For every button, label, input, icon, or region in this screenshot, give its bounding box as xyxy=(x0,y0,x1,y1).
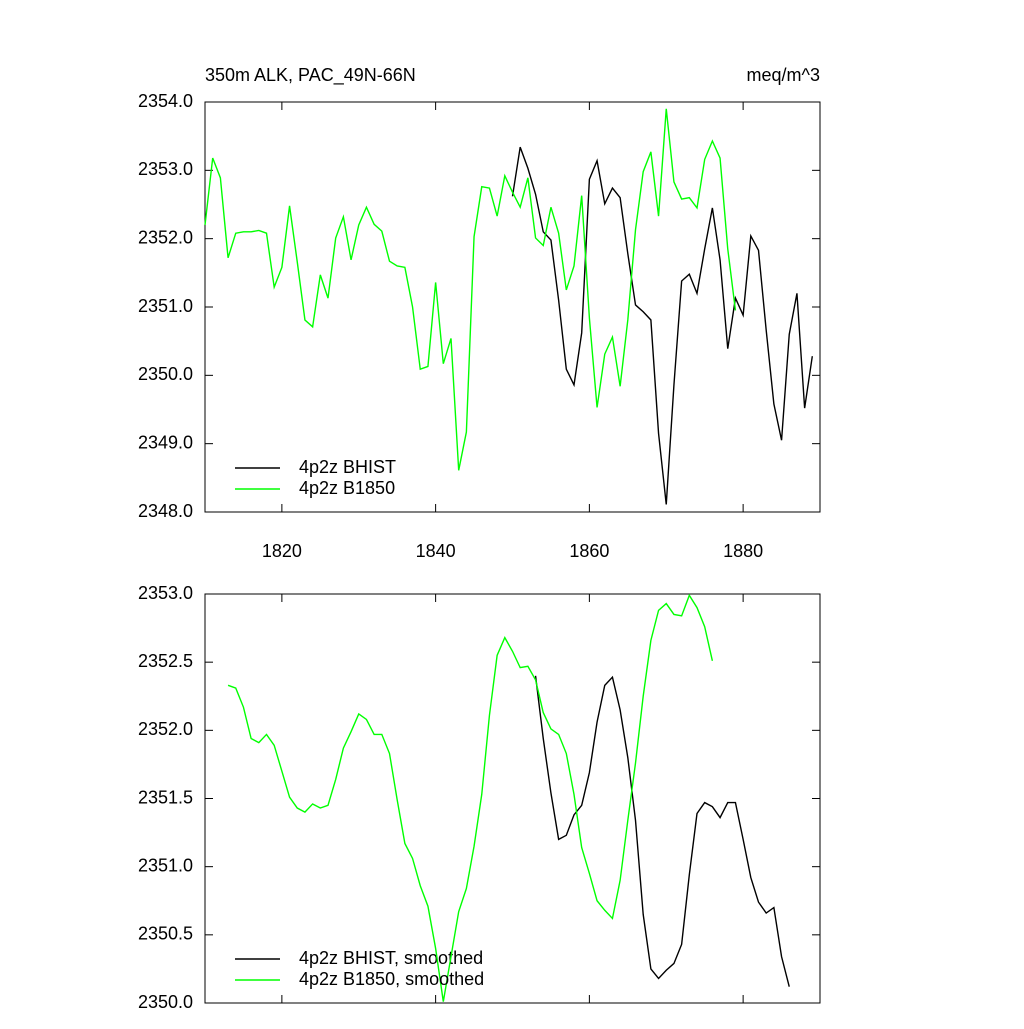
plot-frame xyxy=(204,593,821,1004)
x-tick-label: 1840 xyxy=(416,541,456,561)
y-tick-label: 2353.0 xyxy=(138,159,193,179)
y-tick-label: 2351.0 xyxy=(138,296,193,316)
y-tick-label: 2348.0 xyxy=(138,501,193,521)
legend-label: 4p2z BHIST xyxy=(299,457,396,477)
data-line xyxy=(204,108,737,471)
y-tick-label: 2350.0 xyxy=(138,364,193,384)
plot-frame xyxy=(204,101,821,513)
y-tick-label: 2350.5 xyxy=(138,924,193,944)
x-tick-label: 1860 xyxy=(569,541,609,561)
y-tick-label: 2352.0 xyxy=(138,719,193,739)
y-tick-label: 2353.0 xyxy=(138,583,193,603)
legend-label: 4p2z BHIST, smoothed xyxy=(299,948,483,968)
y-tick-label: 2351.5 xyxy=(138,787,193,807)
y-tick-label: 2350.0 xyxy=(138,992,193,1012)
y-tick-label: 2351.0 xyxy=(138,855,193,875)
y-tick-label: 2352.5 xyxy=(138,651,193,671)
chart-title: 350m ALK, PAC_49N-66N xyxy=(205,65,416,86)
data-line xyxy=(534,675,790,987)
legend-label: 4p2z B1850, smoothed xyxy=(299,969,484,989)
y-tick-label: 2349.0 xyxy=(138,432,193,452)
y-tick-label: 2352.0 xyxy=(138,227,193,247)
legend-label: 4p2z B1850 xyxy=(299,478,395,498)
y-tick-label: 2354.0 xyxy=(138,91,193,111)
x-tick-label: 1820 xyxy=(262,541,302,561)
data-line xyxy=(511,146,814,505)
data-line xyxy=(227,593,714,1002)
x-tick-label: 1880 xyxy=(723,541,763,561)
units-label: meq/m^3 xyxy=(747,65,820,85)
